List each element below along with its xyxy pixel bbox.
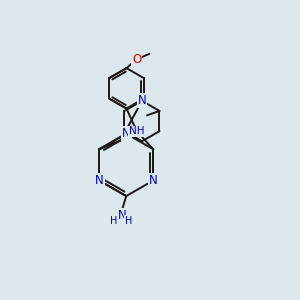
Text: N: N — [95, 174, 103, 187]
Text: N: N — [149, 174, 158, 187]
Text: N: N — [138, 94, 146, 107]
Text: N: N — [117, 209, 126, 222]
Text: N: N — [122, 127, 130, 140]
Text: NH: NH — [129, 126, 145, 136]
Text: H: H — [110, 216, 117, 226]
Text: O: O — [132, 53, 142, 66]
Text: H: H — [124, 216, 132, 226]
